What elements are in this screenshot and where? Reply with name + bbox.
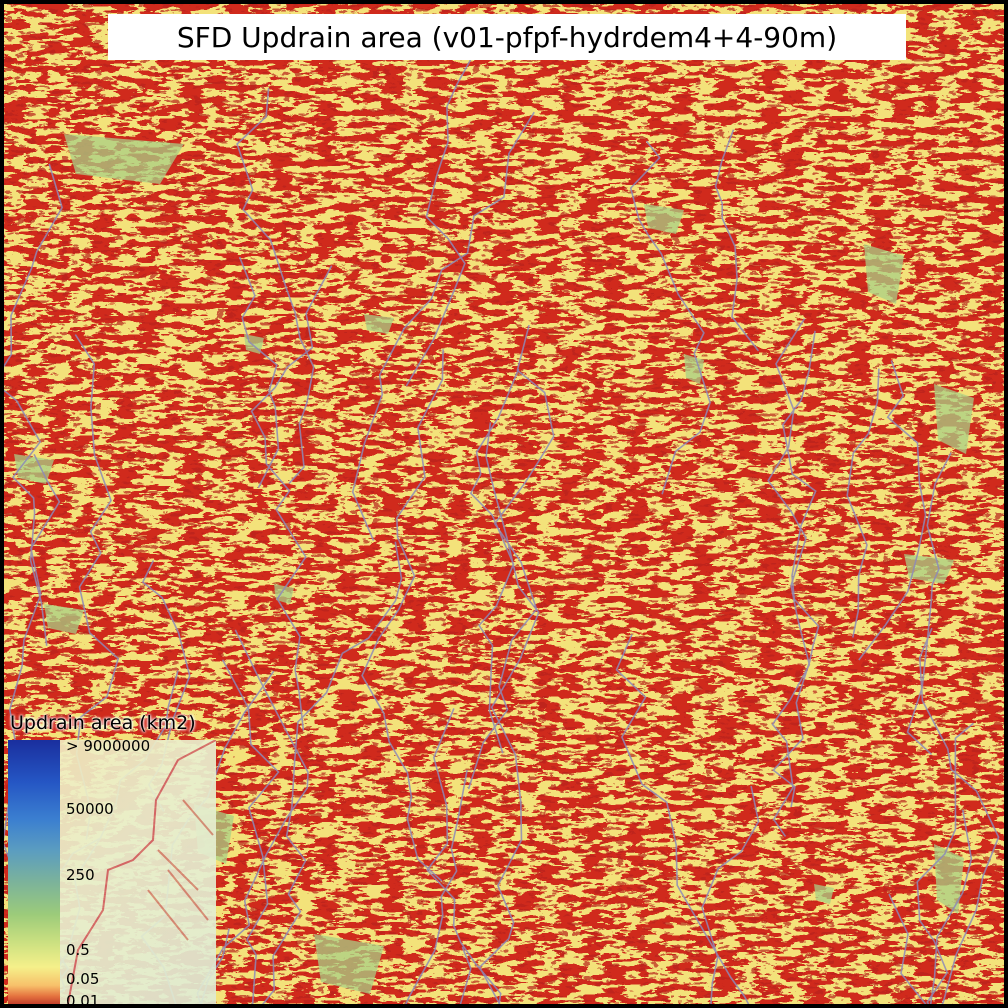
legend-label-0-01: 0.01	[66, 992, 100, 1008]
river-segment	[615, 634, 750, 1004]
river-segment	[701, 785, 760, 1004]
river-segment	[846, 368, 880, 638]
legend-inset-terrain	[67, 739, 217, 1004]
river-segment	[261, 541, 403, 1004]
river-segment	[221, 659, 280, 1004]
flat-area-patch	[314, 934, 384, 994]
flat-area-patch	[814, 884, 834, 904]
river-segment	[929, 809, 973, 1004]
river-segment	[714, 129, 760, 352]
river-segment	[351, 111, 535, 541]
updrain-area-raster[interactable]	[4, 4, 1004, 1004]
river-segment	[478, 422, 540, 1004]
river-segment	[906, 452, 952, 756]
river-segment	[888, 893, 927, 1004]
river-segment	[238, 256, 280, 489]
river-segment	[196, 629, 309, 1004]
map-title-text: SFD Updrain area (v01-pfpf-hydrdem4+4-90…	[176, 20, 838, 54]
river-segment	[916, 722, 975, 1004]
river-segment	[200, 928, 230, 1004]
river-segment	[426, 708, 502, 1004]
map-title: SFD Updrain area (v01-pfpf-hydrdem4+4-90…	[108, 14, 906, 60]
flat-areas	[14, 134, 974, 994]
flat-area-patch	[864, 244, 904, 304]
flat-area-patch	[274, 584, 294, 604]
river-segment	[858, 360, 927, 661]
legend-label-0-5: 0.5	[66, 941, 90, 959]
legend-label-50000: 50000	[66, 800, 114, 818]
river-segment	[629, 140, 711, 495]
legend-label-250: 250	[66, 866, 95, 884]
legend-label-0-05: 0.05	[66, 970, 100, 988]
river-segment	[772, 330, 820, 808]
flat-area-patch	[644, 204, 684, 234]
flat-area-patch	[904, 554, 954, 584]
flat-area-patch	[364, 314, 394, 334]
river-segment	[918, 627, 1000, 1004]
flat-area-patch	[44, 604, 84, 634]
flat-area-patch	[934, 844, 964, 914]
river-segment	[405, 35, 485, 387]
legend-title: Updrain area (km2)	[10, 712, 196, 734]
legend-label-max: > 9000000	[66, 737, 151, 755]
legend-color-bar	[8, 740, 60, 1004]
river-segment	[361, 349, 444, 882]
flat-area-patch	[64, 134, 184, 184]
flat-area-patch	[934, 384, 974, 454]
flat-area-patch	[684, 354, 704, 384]
river-segment	[236, 88, 315, 484]
river-segment	[4, 163, 63, 646]
river-segment	[767, 318, 811, 837]
river-segment	[250, 265, 333, 731]
river-segment	[404, 769, 468, 1004]
flat-area-patch	[14, 454, 54, 484]
